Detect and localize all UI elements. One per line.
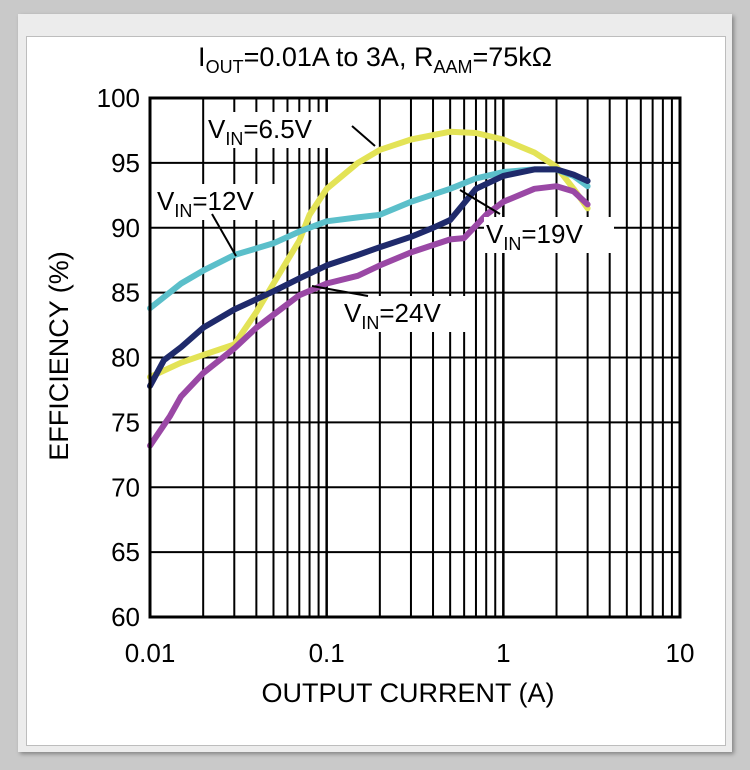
series-labels: VIN=6.5V VIN=12V VIN=19V VIN=24V <box>155 112 614 333</box>
x-tick-label: 0.1 <box>309 638 345 668</box>
series-label-bg <box>155 184 283 220</box>
y-tick-label: 85 <box>111 278 140 308</box>
y-tick-label: 70 <box>111 472 140 502</box>
series-label-leader <box>459 189 501 215</box>
y-tick-label: 75 <box>111 407 140 437</box>
plot-border <box>148 96 682 619</box>
y-tick-label: 80 <box>111 343 140 373</box>
tick-labels: 60 65 70 75 80 85 90 95 100 0.01 0.1 1 10 <box>97 83 695 668</box>
y-tick-label: 60 <box>111 602 140 632</box>
series-label-bg <box>206 112 351 148</box>
y-tick-label: 100 <box>97 83 140 113</box>
series-label-0: VIN=6.5V <box>208 114 313 149</box>
series-label-bg <box>342 296 472 332</box>
series-label-3: VIN=24V <box>344 298 441 333</box>
series-label-leader <box>351 125 376 147</box>
series-label-leader <box>211 213 237 257</box>
series-label-2: VIN=19V <box>486 219 583 254</box>
x-tick-label: 1 <box>496 638 510 668</box>
series-label-leader <box>311 285 369 297</box>
chart-grid <box>150 98 680 617</box>
series-label-bg <box>484 217 614 253</box>
x-tick-label: 10 <box>666 638 695 668</box>
chart-series <box>147 128 591 449</box>
y-axis-label: EFFICIENCY (%) <box>44 251 74 461</box>
series-line-2 <box>147 166 591 389</box>
series-label-1: VIN=12V <box>157 186 254 221</box>
chart-title: IOUT=0.01A to 3A, RAAM=75kΩ <box>198 42 552 77</box>
y-tick-label: 65 <box>111 537 140 567</box>
series-line-3 <box>147 183 591 449</box>
x-tick-label: 0.01 <box>125 638 176 668</box>
chart-axes <box>148 96 682 619</box>
series-line-0 <box>147 128 591 380</box>
x-axis-label: OUTPUT CURRENT (A) <box>261 678 554 708</box>
y-tick-label: 90 <box>111 213 140 243</box>
y-tick-label: 95 <box>111 148 140 178</box>
